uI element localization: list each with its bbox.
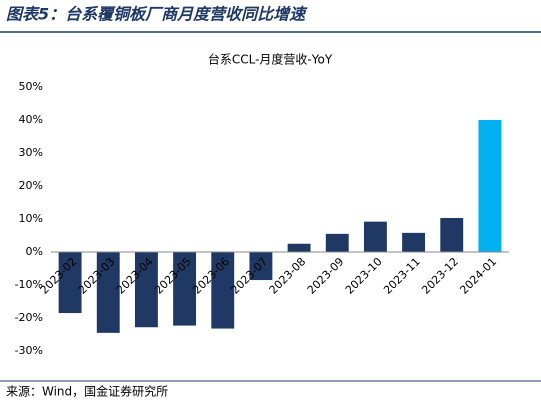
bar [96, 252, 120, 333]
bar [363, 221, 387, 252]
bar [402, 232, 426, 252]
source: 来源：Wind，国金证券研究所 [6, 384, 168, 399]
bar [249, 252, 273, 281]
bar [287, 243, 311, 252]
bar [440, 218, 464, 252]
x-tick-label: 2023-09 [305, 255, 347, 297]
y-tick-label: 50% [19, 80, 43, 93]
bar [134, 252, 158, 328]
bar [211, 252, 235, 329]
bar [173, 252, 197, 326]
y-tick-label: 10% [19, 212, 43, 225]
y-tick-label: 30% [19, 146, 43, 159]
x-tick-label: 2023-11 [381, 255, 423, 297]
header: 图表5：台系覆铜板厂商月度营收同比增速 [6, 5, 308, 24]
chart-title: 台系CCL-月度营收-YoY [208, 52, 333, 67]
y-tick-label: 0% [26, 245, 43, 258]
bar [58, 252, 82, 314]
y-tick-label: -20% [15, 311, 43, 324]
y-tick-label: 20% [19, 179, 43, 192]
y-tick-label: -30% [15, 344, 43, 357]
bar [325, 233, 349, 252]
x-tick-label: 2024-01 [457, 255, 499, 297]
y-tick-label: -10% [15, 278, 43, 291]
bar [478, 120, 502, 252]
x-tick-label: 2023-08 [267, 255, 309, 297]
x-tick-label: 2023-12 [419, 255, 461, 297]
x-tick-label: 2023-10 [343, 255, 385, 297]
y-tick-label: 40% [19, 113, 43, 126]
